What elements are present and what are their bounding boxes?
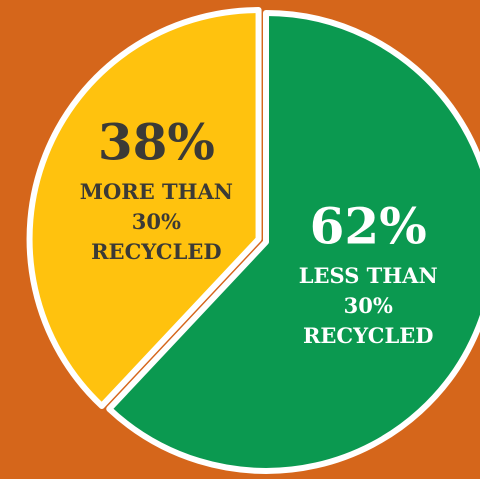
- slice-label: 30%: [132, 209, 181, 234]
- pie-slice: [26, 7, 262, 409]
- slice-label: LESS THAN: [299, 263, 438, 288]
- slice-label: RECYCLED: [91, 239, 222, 264]
- slice-label: 30%: [344, 293, 393, 318]
- slice-label: MORE THAN: [80, 179, 233, 204]
- percent-label: 38%: [98, 113, 215, 172]
- percent-label: 62%: [310, 196, 427, 255]
- slice-label: RECYCLED: [303, 323, 434, 348]
- pie-slice: [106, 10, 480, 474]
